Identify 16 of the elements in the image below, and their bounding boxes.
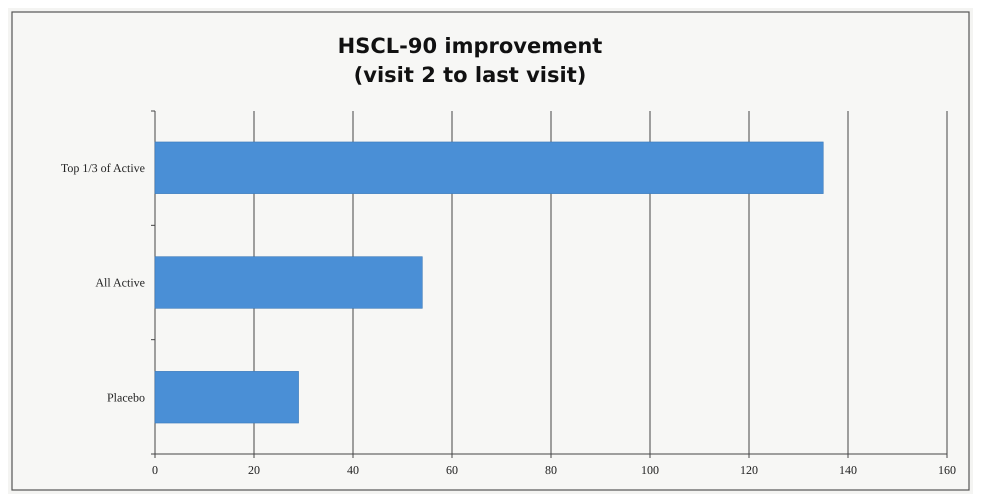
bar (154, 142, 824, 194)
x-tick-label: 20 (248, 463, 260, 477)
x-tick-label: 160 (938, 463, 956, 477)
x-tick-label: 80 (545, 463, 557, 477)
chart-title: HSCL-90 improvement (visit 2 to last visit) (338, 34, 602, 87)
y-tick-label: Top 1/3 of Active (60, 160, 145, 175)
x-tick-label: 0 (152, 463, 158, 477)
x-tick-label: 100 (641, 463, 659, 477)
y-tick-label: All Active (95, 276, 145, 290)
x-tick-label: 60 (446, 463, 458, 477)
y-tick-label: Placebo (107, 390, 145, 404)
bar (154, 371, 299, 424)
x-tick-label: 40 (347, 463, 359, 477)
x-tick-label: 120 (740, 463, 758, 477)
bar (154, 256, 423, 309)
x-tick-label: 140 (839, 463, 857, 477)
